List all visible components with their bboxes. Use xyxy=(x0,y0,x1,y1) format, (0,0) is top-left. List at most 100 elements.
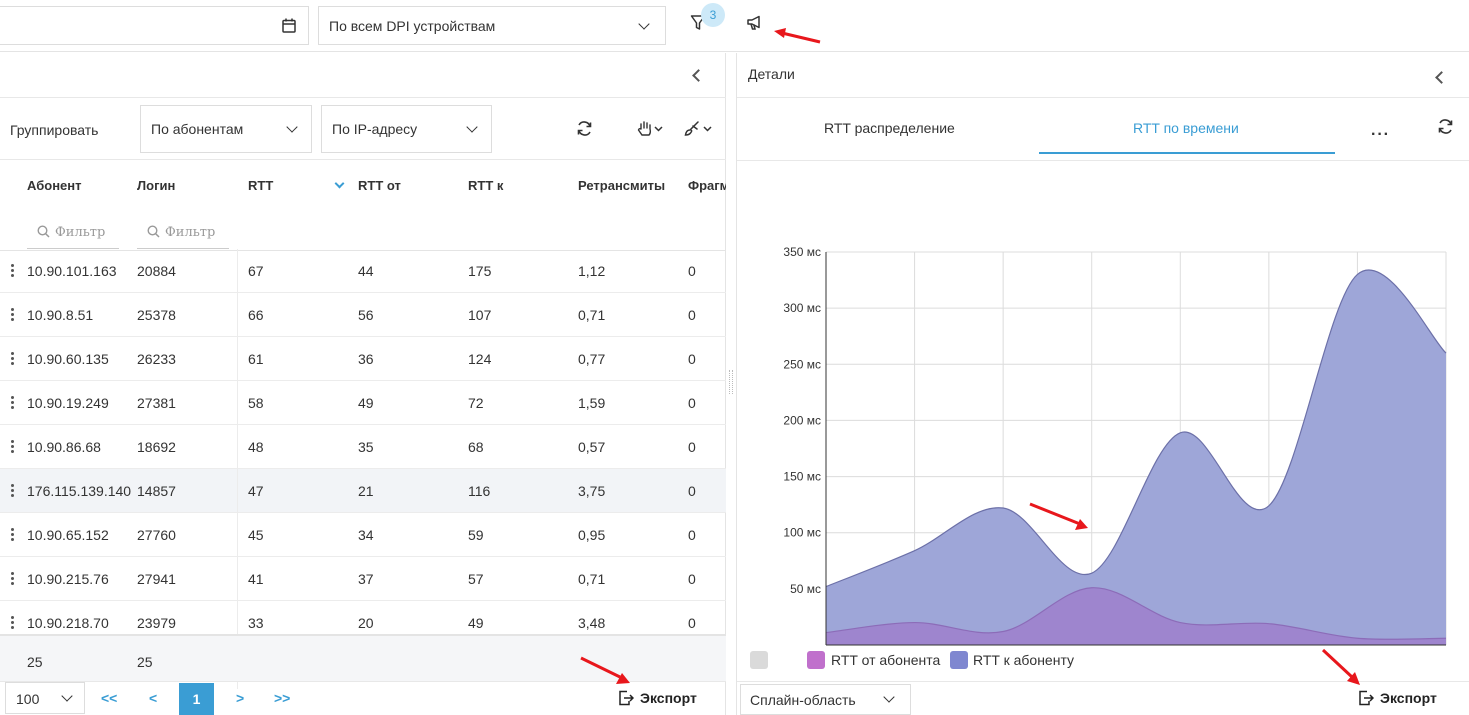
column-header-subscriber[interactable]: Абонент xyxy=(27,178,82,193)
export-icon xyxy=(618,690,635,709)
chevron-down-icon xyxy=(286,121,298,133)
cell-login: 23979 xyxy=(137,615,176,631)
more-icon[interactable]: ··· xyxy=(1371,126,1390,143)
cell-rtt-from: 49 xyxy=(358,395,374,411)
y-tick-label: 150 мс xyxy=(783,470,821,484)
pagination-bar: 100 << < 1 > >> Экспорт xyxy=(0,681,726,715)
current-page-button[interactable]: 1 xyxy=(179,683,214,715)
dpi-device-select-label: По всем DPI устройствам xyxy=(329,18,496,34)
row-menu-icon[interactable] xyxy=(11,308,14,323)
subscriber-filter-input[interactable]: Фильтр xyxy=(27,219,119,249)
login-filter-input[interactable]: Фильтр xyxy=(137,219,229,249)
group-by-ip-select[interactable]: По IP-адресу xyxy=(321,105,492,153)
row-menu-icon[interactable] xyxy=(11,484,14,499)
last-page-button[interactable]: >> xyxy=(274,690,291,706)
cell-retransmits: 1,12 xyxy=(578,263,606,279)
refresh-icon[interactable] xyxy=(576,120,593,140)
dpi-device-select[interactable]: По всем DPI устройствам xyxy=(318,6,666,45)
cell-login: 25378 xyxy=(137,307,176,323)
export-button[interactable]: Экспорт xyxy=(618,690,697,709)
row-menu-icon[interactable] xyxy=(11,264,14,279)
table-row[interactable]: 10.90.8.51 25378 66 56 107 0,71 0 xyxy=(0,293,726,337)
table-row[interactable]: 10.90.19.249 27381 58 49 72 1,59 0 xyxy=(0,381,726,425)
y-tick-label: 350 мс xyxy=(783,245,821,259)
cell-fragments: 0 xyxy=(688,263,696,279)
chevron-down-icon xyxy=(466,121,478,133)
cell-fragments: 0 xyxy=(688,527,696,543)
next-page-button[interactable]: > xyxy=(236,690,245,706)
search-icon xyxy=(37,225,50,241)
sort-desc-icon[interactable] xyxy=(334,178,345,189)
chart-type-select[interactable]: Сплайн-область xyxy=(740,684,911,715)
calendar-icon[interactable] xyxy=(282,18,296,36)
legend-swatch-empty[interactable] xyxy=(750,651,768,669)
cell-retransmits: 3,48 xyxy=(578,615,606,631)
cell-rtt-from: 44 xyxy=(358,263,374,279)
column-header-fragments[interactable]: Фрагм xyxy=(688,178,726,193)
tab-rtt-over-time[interactable]: RTT по времени xyxy=(1133,120,1239,136)
row-menu-icon[interactable] xyxy=(11,440,14,455)
left-panel-header xyxy=(0,53,726,98)
brush-icon[interactable] xyxy=(684,120,714,140)
column-header-retransmits[interactable]: Ретрансмиты xyxy=(578,178,666,193)
megaphone-icon[interactable] xyxy=(746,15,764,34)
series-line-rtt-from xyxy=(825,587,1447,640)
total-logins: 25 xyxy=(137,654,153,670)
column-header-rtt[interactable]: RTT xyxy=(248,178,274,193)
cell-rtt-to: 107 xyxy=(468,307,492,323)
row-menu-icon[interactable] xyxy=(11,616,14,631)
table-row[interactable]: 10.90.60.135 26233 61 36 124 0,77 0 xyxy=(0,337,726,381)
row-menu-icon[interactable] xyxy=(11,352,14,367)
cell-subscriber: 176.115.139.140 xyxy=(27,483,132,499)
cell-rtt-from: 21 xyxy=(358,483,374,499)
panel-splitter-handle[interactable] xyxy=(729,370,733,394)
collapse-chevron-icon[interactable] xyxy=(1435,71,1448,84)
cell-rtt-to: 124 xyxy=(468,351,492,367)
date-range-input[interactable] xyxy=(0,6,309,45)
column-header-rtt-to[interactable]: RTT к xyxy=(468,178,504,193)
filter-placeholder: Фильтр xyxy=(55,225,106,240)
cell-login: 27760 xyxy=(137,527,176,543)
row-menu-icon[interactable] xyxy=(11,396,14,411)
legend-swatch-rtt-to[interactable] xyxy=(950,651,968,669)
cell-rtt-to: 116 xyxy=(468,483,491,499)
export-button[interactable]: Экспорт xyxy=(1358,690,1437,709)
collapse-chevron-icon[interactable] xyxy=(692,69,705,82)
group-by-subscriber-select[interactable]: По абонентам xyxy=(140,105,312,153)
refresh-icon[interactable] xyxy=(1437,118,1454,138)
cell-fragments: 0 xyxy=(688,571,696,587)
hand-icon[interactable] xyxy=(637,120,665,140)
rtt-time-chart[interactable]: 50 мс 100 мс 150 мс 200 мс 250 мс 300 мс 350 м… xyxy=(737,161,1469,649)
column-header-login[interactable]: Логин xyxy=(137,178,176,193)
column-header-rtt-from[interactable]: RTT от xyxy=(358,178,401,193)
table-row[interactable]: 10.90.65.152 27760 45 34 59 0,95 0 xyxy=(0,513,726,557)
group-label: Группировать xyxy=(10,122,99,138)
chart-type-label: Сплайн-область xyxy=(750,692,856,708)
cell-subscriber: 10.90.215.76 xyxy=(27,571,109,587)
cell-rtt-from: 36 xyxy=(358,351,374,367)
group-by-subscriber-label: По абонентам xyxy=(151,121,244,137)
table-header: Абонент Логин RTT RTT от RTT к Ретрансми… xyxy=(0,161,726,251)
table-row[interactable]: 10.90.101.163 20884 67 44 175 1,12 0 xyxy=(0,249,726,293)
prev-page-button[interactable]: < xyxy=(149,690,158,706)
page-size-select[interactable]: 100 xyxy=(5,682,85,714)
legend-label-rtt-to[interactable]: RTT к абоненту xyxy=(973,652,1075,668)
table-row[interactable]: 10.90.86.68 18692 48 35 68 0,57 0 xyxy=(0,425,726,469)
row-menu-icon[interactable] xyxy=(11,528,14,543)
series-area-rtt-to xyxy=(826,269,1446,645)
cell-rtt: 67 xyxy=(248,263,264,279)
first-page-button[interactable]: << xyxy=(101,690,118,706)
table-row[interactable]: 10.90.215.76 27941 41 37 57 0,71 0 xyxy=(0,557,726,601)
table-row[interactable]: 176.115.139.140 14857 47 21 116 3,75 0 xyxy=(0,469,726,513)
tab-rtt-distribution[interactable]: RTT распределение xyxy=(824,120,955,136)
legend-swatch-rtt-from[interactable] xyxy=(807,651,825,669)
y-tick-label: 100 мс xyxy=(783,526,821,540)
cell-rtt: 45 xyxy=(248,527,264,543)
row-menu-icon[interactable] xyxy=(11,572,14,587)
cell-rtt-to: 175 xyxy=(468,263,492,279)
page-size-value: 100 xyxy=(16,691,40,707)
group-by-ip-label: По IP-адресу xyxy=(332,121,418,137)
cell-retransmits: 1,59 xyxy=(578,395,606,411)
legend-label-rtt-from[interactable]: RTT от абонента xyxy=(831,652,941,668)
export-label: Экспорт xyxy=(640,690,697,707)
